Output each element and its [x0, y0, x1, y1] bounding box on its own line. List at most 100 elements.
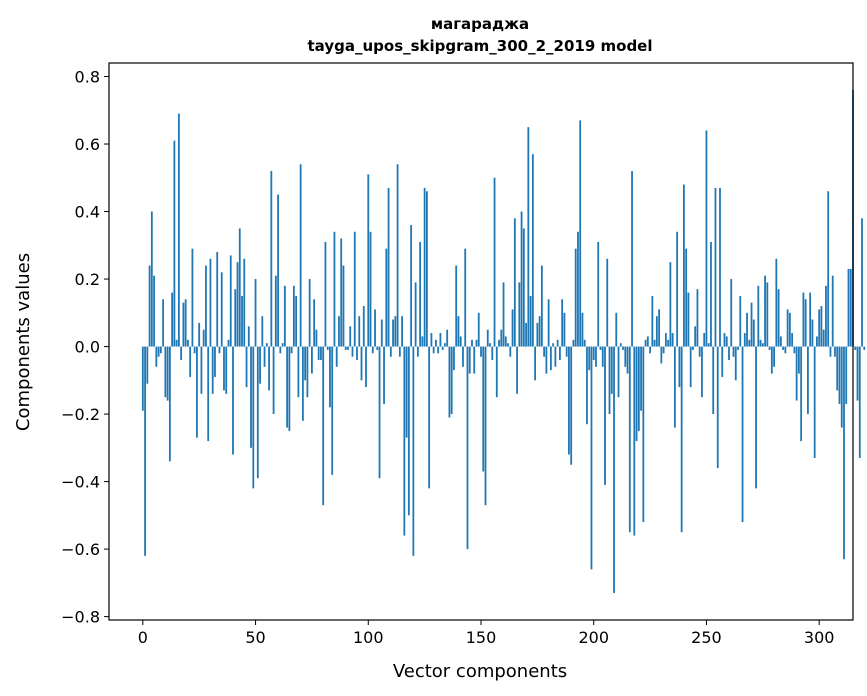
bar	[840, 346, 843, 428]
bar	[552, 343, 555, 347]
bar	[631, 171, 633, 347]
bar	[333, 231, 336, 347]
bar	[207, 346, 210, 442]
bar	[534, 346, 537, 381]
bar	[435, 339, 437, 347]
bar	[317, 346, 320, 361]
bar	[477, 312, 480, 347]
bar	[256, 346, 259, 479]
bar	[347, 346, 349, 350]
bar	[457, 316, 460, 347]
bar	[200, 346, 203, 394]
bar	[834, 346, 836, 357]
bar	[752, 319, 755, 347]
bar	[642, 346, 645, 523]
bar	[331, 346, 334, 475]
bar	[761, 343, 764, 347]
bar	[295, 295, 298, 347]
bar	[565, 346, 568, 357]
bar	[259, 346, 261, 384]
bar	[387, 187, 390, 347]
bar	[326, 346, 329, 350]
bar	[570, 346, 573, 465]
bar	[755, 346, 757, 489]
bar	[856, 346, 859, 401]
bar	[687, 292, 690, 347]
bar	[579, 120, 582, 347]
bar	[439, 333, 442, 347]
bar	[793, 346, 796, 354]
bar	[475, 339, 478, 347]
bar	[504, 336, 507, 347]
bar	[371, 346, 374, 354]
bar	[491, 346, 494, 361]
bar	[669, 262, 672, 347]
bar	[595, 346, 597, 367]
bar	[462, 346, 464, 367]
bar	[728, 346, 730, 361]
y-tick-label: −0.6	[61, 540, 100, 559]
bar	[619, 343, 622, 347]
bar	[416, 346, 419, 357]
bar	[407, 346, 410, 516]
bar	[626, 346, 629, 374]
bar	[655, 316, 658, 347]
bar	[511, 309, 514, 347]
bar	[466, 346, 469, 550]
bar	[196, 346, 198, 438]
bar	[536, 322, 539, 347]
bar	[353, 231, 356, 347]
y-tick-label: −0.4	[61, 473, 100, 492]
x-tick-label: 150	[466, 628, 497, 647]
bar	[184, 299, 187, 347]
bar	[455, 265, 458, 347]
bar	[624, 346, 627, 367]
bar	[572, 339, 575, 347]
bar	[658, 309, 661, 347]
bar	[299, 164, 302, 347]
bar	[202, 329, 205, 347]
bar	[802, 292, 805, 347]
bar	[757, 285, 760, 347]
bar	[250, 346, 252, 448]
bar	[241, 295, 243, 347]
bar	[351, 346, 354, 357]
bar	[193, 346, 196, 354]
bar	[166, 346, 169, 401]
bar	[574, 248, 577, 347]
bar	[698, 346, 701, 357]
bar	[531, 154, 534, 347]
bar	[795, 346, 798, 401]
bar	[748, 339, 751, 347]
bar	[520, 211, 523, 347]
bar	[750, 302, 753, 347]
bar	[220, 272, 223, 347]
bar	[162, 299, 165, 347]
bar	[187, 339, 189, 347]
bar	[559, 346, 561, 361]
bar	[599, 346, 602, 350]
bar	[432, 346, 435, 354]
bar	[820, 306, 823, 347]
bar	[646, 336, 649, 347]
bar	[766, 282, 769, 347]
y-tick-label: −0.8	[61, 608, 100, 627]
bar	[549, 346, 552, 371]
bar	[227, 339, 230, 347]
bar	[198, 322, 201, 347]
bar	[308, 279, 311, 347]
bar	[556, 339, 559, 347]
bar	[144, 346, 146, 556]
bar	[543, 346, 546, 357]
bar	[263, 346, 266, 367]
bar	[270, 171, 273, 347]
bar	[827, 191, 830, 347]
bar	[633, 346, 636, 536]
bar	[150, 211, 153, 347]
bar	[703, 333, 706, 347]
bar	[254, 279, 257, 347]
bar	[791, 333, 794, 347]
bar	[229, 255, 232, 347]
bar	[340, 238, 343, 347]
bar	[380, 319, 383, 347]
